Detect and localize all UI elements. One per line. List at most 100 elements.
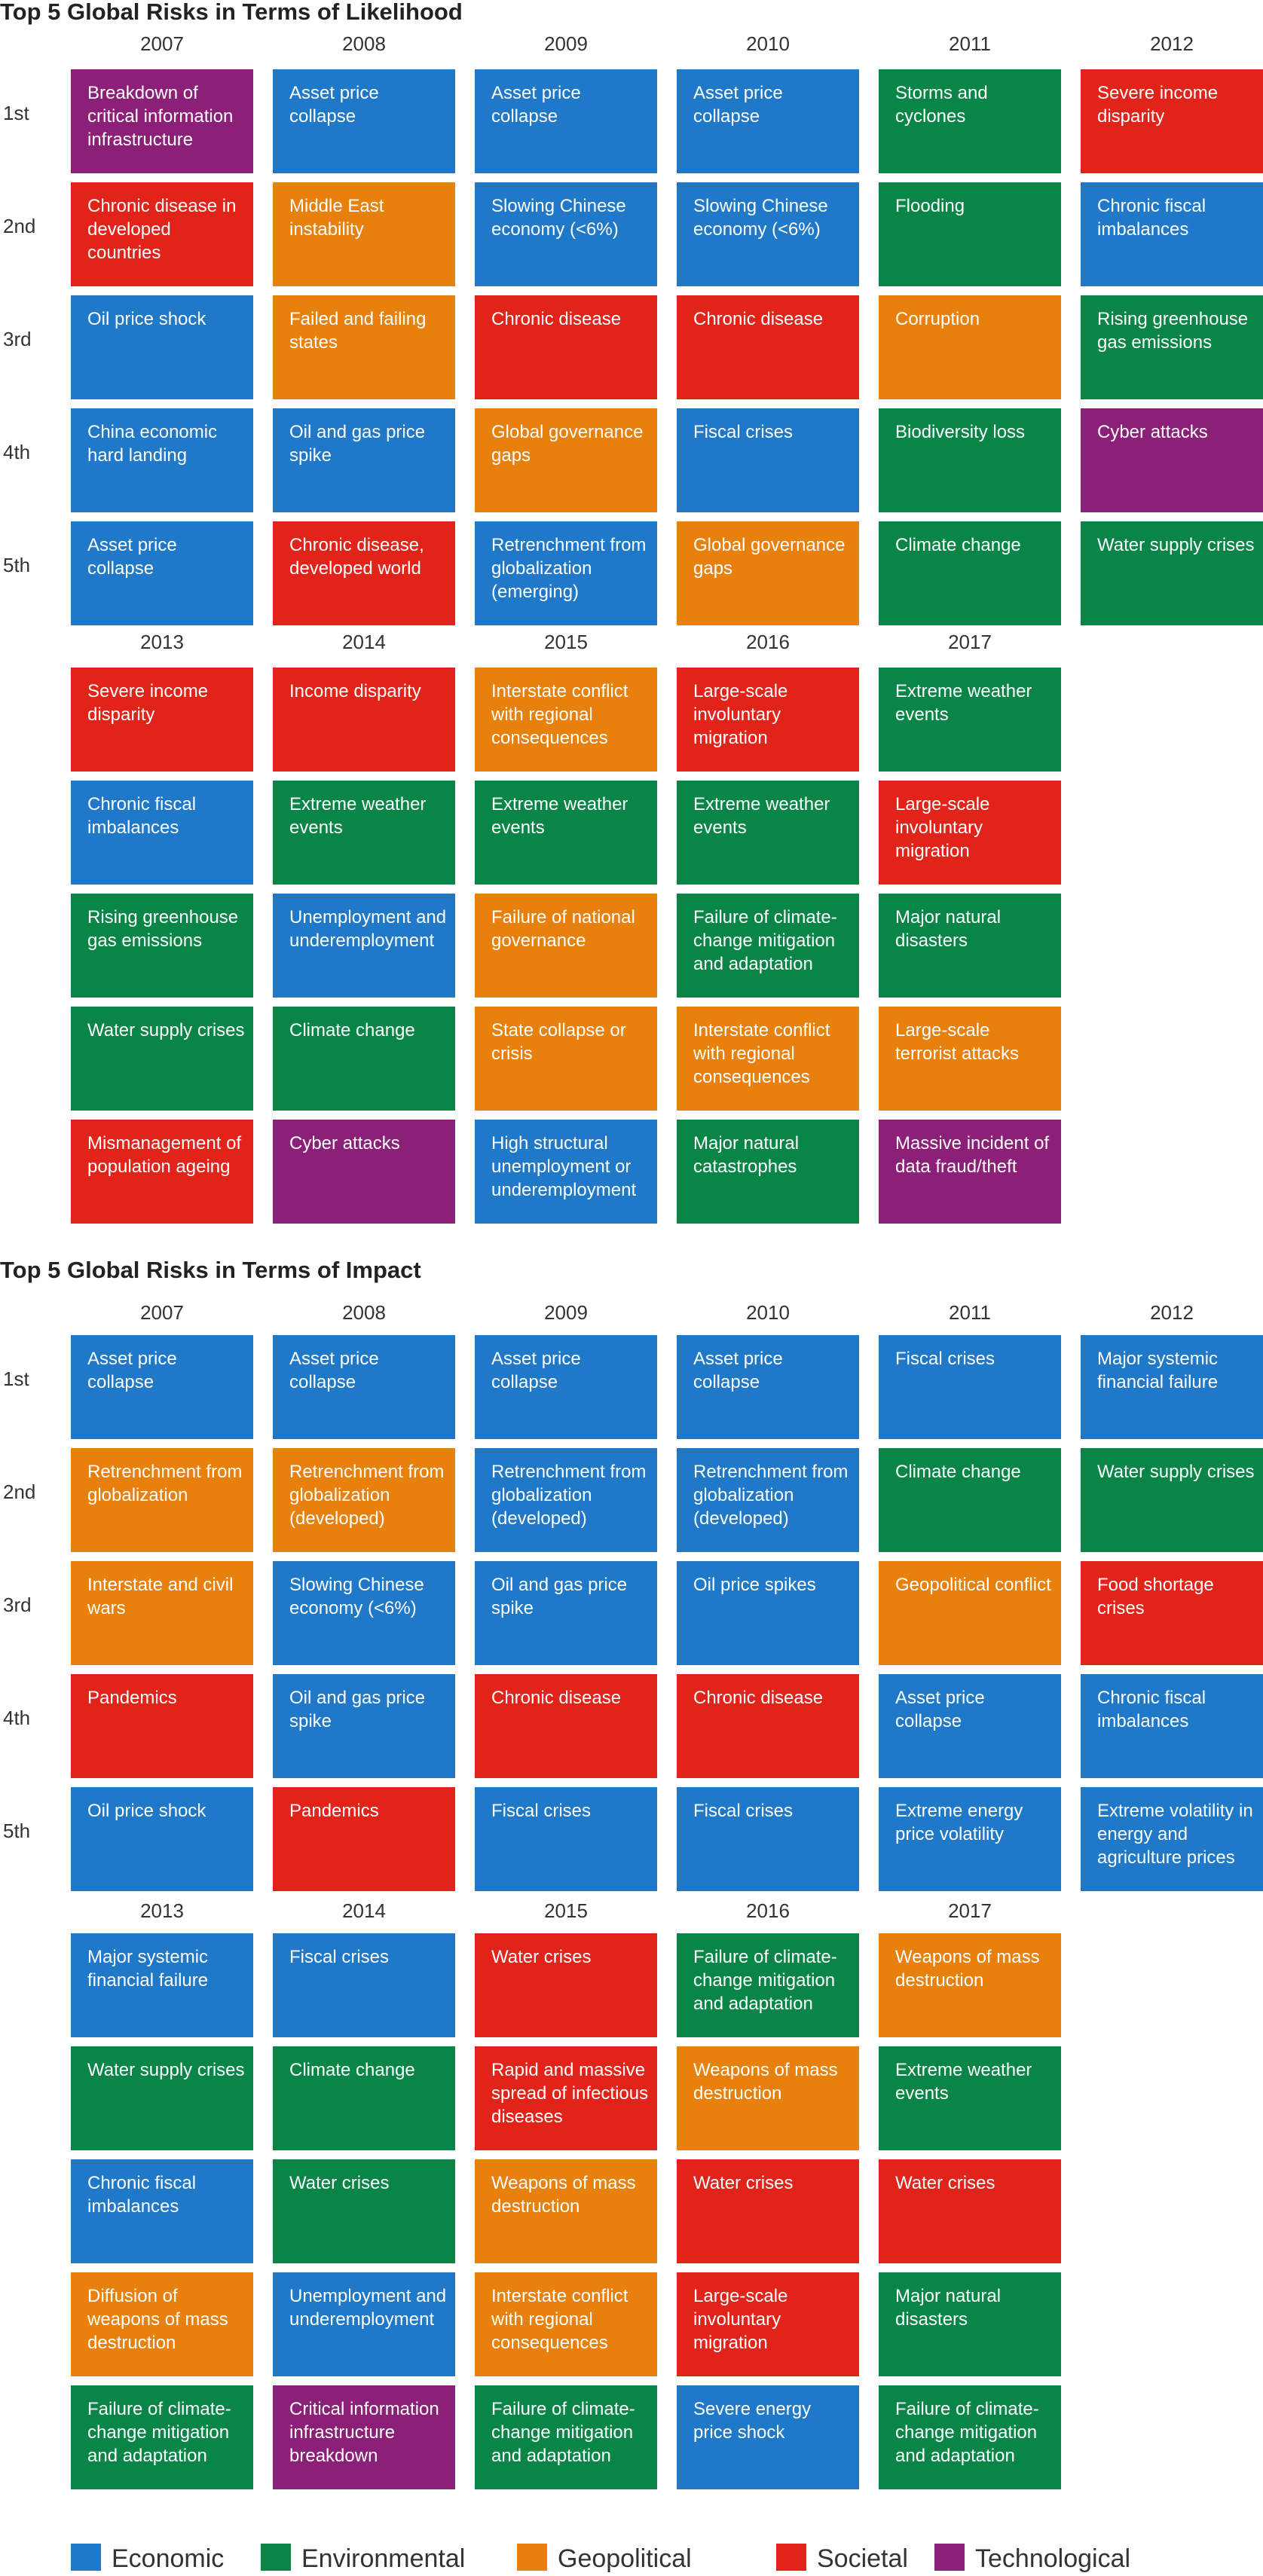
risk-cell: Chronic disease xyxy=(475,295,657,399)
rank-label: 2nd xyxy=(3,215,36,237)
risk-cell: Fiscal crises xyxy=(273,1933,455,2037)
risk-cell: Asset price collapse xyxy=(475,69,657,173)
risk-cell: Extreme weather events xyxy=(273,781,455,885)
risk-cell: Water supply crises xyxy=(71,2046,253,2150)
risk-cell: Unemployment and underemployment xyxy=(273,2272,455,2376)
risk-cell: Fiscal crises xyxy=(677,408,859,512)
risk-cell: Cyber attacks xyxy=(1081,408,1263,512)
year-label: 2017 xyxy=(948,1899,992,1922)
risk-cell: Fiscal crises xyxy=(677,1787,859,1891)
risk-cell: Diffusion of weapons of mass destruction xyxy=(71,2272,253,2376)
risk-cell: Retrenchment from globalization (develop… xyxy=(475,1448,657,1552)
risk-cell: Oil price shock xyxy=(71,1787,253,1891)
year-label: 2015 xyxy=(544,1899,588,1922)
risk-cell: Mismanagement of population ageing xyxy=(71,1120,253,1224)
risk-cell: Oil and gas price spike xyxy=(273,408,455,512)
legend-label: Societal xyxy=(817,2544,908,2573)
risk-cell: Climate change xyxy=(879,521,1061,625)
risk-cell: Asset price collapse xyxy=(475,1335,657,1439)
risk-cell: Asset price collapse xyxy=(273,69,455,173)
rank-label: 4th xyxy=(3,1707,31,1729)
risk-cell: Water supply crises xyxy=(71,1007,253,1111)
year-label: 2014 xyxy=(342,631,386,653)
risk-cell: Oil price spikes xyxy=(677,1561,859,1665)
risk-cell: Failed and failing states xyxy=(273,295,455,399)
risk-cell: Severe energy price shock xyxy=(677,2385,859,2489)
legend-label: Environmental xyxy=(301,2544,466,2573)
risk-cell: Income disparity xyxy=(273,668,455,772)
risk-cell: Retrenchment from globalization (develop… xyxy=(677,1448,859,1552)
risk-cell: Extreme weather events xyxy=(879,668,1061,772)
risk-cell: Oil and gas price spike xyxy=(475,1561,657,1665)
risk-cell: Failure of national governance xyxy=(475,894,657,998)
risk-cell: Water crises xyxy=(273,2159,455,2263)
risk-cell: Failure of climate-change mitigation and… xyxy=(475,2385,657,2489)
risk-cell: Weapons of mass destruction xyxy=(475,2159,657,2263)
legend-swatch xyxy=(261,2544,291,2571)
risk-cell: Slowing Chinese economy (<6%) xyxy=(273,1561,455,1665)
risk-cell: Water crises xyxy=(677,2159,859,2263)
risk-cell: Large-scale involuntary migration xyxy=(879,781,1061,885)
chart-title: Top 5 Global Risks in Terms of Likelihoo… xyxy=(0,0,463,25)
rank-label: 5th xyxy=(3,1820,31,1842)
risk-cell: Retrenchment from globalization (develop… xyxy=(273,1448,455,1552)
risk-cell: Breakdown of critical information infras… xyxy=(71,69,253,173)
year-label: 2015 xyxy=(544,631,588,653)
risk-cell: Slowing Chinese economy (<6%) xyxy=(475,182,657,286)
risk-cell: High structural unemployment or underemp… xyxy=(475,1120,657,1224)
risk-cell: Global governance gaps xyxy=(677,521,859,625)
risk-cell: Major natural catastrophes xyxy=(677,1120,859,1224)
year-label: 2013 xyxy=(140,1899,184,1922)
risk-cell: Extreme weather events xyxy=(475,781,657,885)
risk-cell: Food shortage crises xyxy=(1081,1561,1263,1665)
risk-cell: Asset price collapse xyxy=(71,521,253,625)
risk-cell: Extreme energy price volatility xyxy=(879,1787,1061,1891)
legend-label: Geopolitical xyxy=(558,2544,692,2573)
rank-label: 1st xyxy=(3,1367,29,1390)
year-label: 2014 xyxy=(342,1899,386,1922)
year-label: 2009 xyxy=(544,32,588,55)
risk-cell: Cyber attacks xyxy=(273,1120,455,1224)
risk-cell: Major systemic financial failure xyxy=(71,1933,253,2037)
legend-swatch xyxy=(517,2544,547,2571)
year-label: 2010 xyxy=(746,1301,790,1324)
risk-cell: Water supply crises xyxy=(1081,521,1263,625)
risk-cell: Slowing Chinese economy (<6%) xyxy=(677,182,859,286)
year-label: 2012 xyxy=(1150,32,1194,55)
risk-cell: Oil price shock xyxy=(71,295,253,399)
year-label: 2008 xyxy=(342,1301,386,1324)
risk-cell: Failure of climate-change mitigation and… xyxy=(677,894,859,998)
risk-cell: Failure of climate-change mitigation and… xyxy=(879,2385,1061,2489)
year-label: 2016 xyxy=(746,1899,790,1922)
risk-cell: Chronic fiscal imbalances xyxy=(1081,1674,1263,1778)
risk-cell: Asset price collapse xyxy=(71,1335,253,1439)
risk-cell: Pandemics xyxy=(71,1674,253,1778)
year-label: 2011 xyxy=(949,1301,991,1324)
risk-cell: Global governance gaps xyxy=(475,408,657,512)
risk-cell: Geopolitical conflict xyxy=(879,1561,1061,1665)
risk-cell: China economic hard landing xyxy=(71,408,253,512)
risk-cell: Pandemics xyxy=(273,1787,455,1891)
risk-cell: Unemployment and underemployment xyxy=(273,894,455,998)
risk-cell: Severe income disparity xyxy=(71,668,253,772)
risk-cell: Rising greenhouse gas emissions xyxy=(71,894,253,998)
risk-cell: Extreme volatility in energy and agricul… xyxy=(1081,1787,1263,1891)
legend-swatch xyxy=(934,2544,965,2571)
rank-label: 5th xyxy=(3,554,31,576)
risk-cell: Failure of climate-change mitigation and… xyxy=(71,2385,253,2489)
risk-cell: Asset price collapse xyxy=(677,1335,859,1439)
risk-cell: Chronic disease, developed world xyxy=(273,521,455,625)
chart-title: Top 5 Global Risks in Terms of Impact xyxy=(0,1257,421,1283)
risk-cell: Extreme weather events xyxy=(677,781,859,885)
risk-cell: Climate change xyxy=(879,1448,1061,1552)
year-label: 2008 xyxy=(342,32,386,55)
risk-cell: Interstate conflict with regional conseq… xyxy=(677,1007,859,1111)
risk-cell: Retrenchment from globalization xyxy=(71,1448,253,1552)
risk-cell: Chronic disease in developed countries xyxy=(71,182,253,286)
risk-cell: Water crises xyxy=(879,2159,1061,2263)
risk-cell: Storms and cyclones xyxy=(879,69,1061,173)
risk-cell: Interstate conflict with regional conseq… xyxy=(475,2272,657,2376)
risk-cell: Major systemic financial failure xyxy=(1081,1335,1263,1439)
risk-cell: Fiscal crises xyxy=(879,1335,1061,1439)
rank-label: 3rd xyxy=(3,1594,32,1616)
